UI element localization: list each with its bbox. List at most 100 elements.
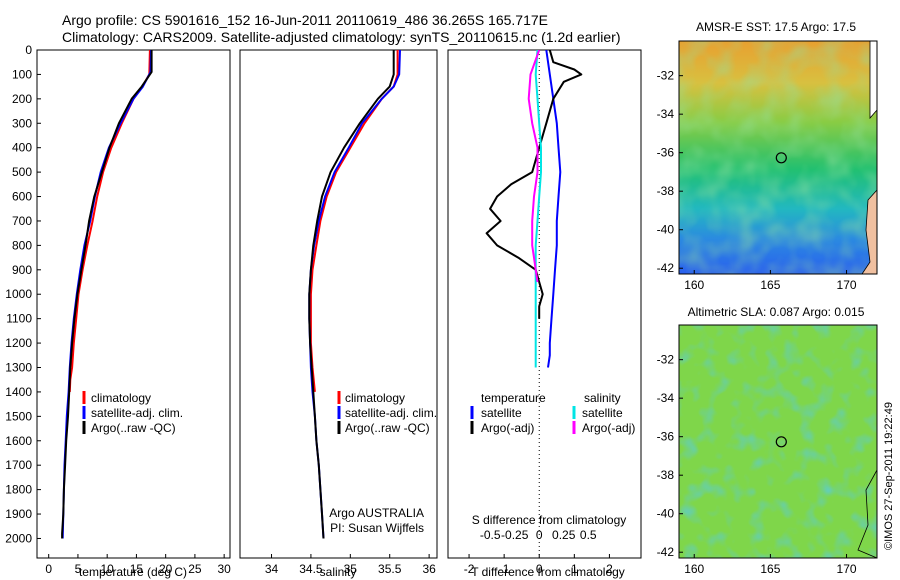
s-tick-label: 0.5 <box>580 528 597 542</box>
y-tick-label: 1100 <box>6 312 32 326</box>
temperature-tick-labels: 0 5 10 15 20 25 30 <box>45 554 231 576</box>
x-tick-label: 36 <box>422 562 436 576</box>
x-tick-label: -1 <box>499 562 510 576</box>
sst-map-frame <box>678 40 878 275</box>
legend-title-temperature: temperature <box>481 391 546 405</box>
y-tick-label: 600 <box>12 190 32 204</box>
map-y-tick-label: -32 <box>657 69 675 83</box>
map-x-tick-label: 160 <box>684 562 704 576</box>
y-tick-label: 1900 <box>5 507 32 521</box>
sla-map-frame <box>678 324 878 559</box>
legend-label-satellite: satellite-adj. clim. <box>91 406 183 420</box>
x-tick-label: 20 <box>159 562 173 576</box>
x-tick-label: -2 <box>464 562 475 576</box>
x-tick-label: 2 <box>606 562 613 576</box>
map-x-tick-label: 165 <box>760 562 780 576</box>
depth-tick-labels: 0 100 200 300 400 500 600 700 800 900 1000 1100 1200… <box>5 43 41 545</box>
legend-label-t-argo: Argo(-adj) <box>481 421 534 435</box>
legend-label-argo: Argo(..raw -QC) <box>345 421 430 435</box>
legend-title-salinity: salinity <box>584 391 621 405</box>
temperature-xlabel: temperature (deg C) <box>79 565 187 579</box>
s-tick-label: -0.25 <box>501 528 529 542</box>
sla-map-tick-labels: 160 165 170 -32 -34 -36 -38 -40 -42 <box>657 353 857 576</box>
y-tick-label: 800 <box>12 238 32 252</box>
y-tick-label: 1400 <box>5 385 32 399</box>
map-y-tick-label: -32 <box>657 353 675 367</box>
y-tick-label: 100 <box>12 67 32 81</box>
map-x-tick-label: 165 <box>760 278 780 292</box>
series-line-argo-raw-qc- <box>308 50 395 539</box>
map-y-tick-label: -36 <box>657 430 675 444</box>
map-y-tick-label: -40 <box>657 507 675 521</box>
y-tick-label: 1000 <box>5 287 32 301</box>
x-tick-label: 25 <box>188 562 202 576</box>
sla-map-title: Altimetric SLA: 0.087 Argo: 0.015 <box>688 305 865 319</box>
map-x-tick-label: 170 <box>837 562 857 576</box>
difference-axes-frame <box>447 49 642 559</box>
map-x-tick-label: 170 <box>837 278 857 292</box>
salinity-axes-frame <box>239 49 438 559</box>
argo-location-marker <box>775 436 787 448</box>
temperature-difference-xlabel: T difference from climatology <box>471 565 625 579</box>
sst-map-panel: AMSR-E SST: 17.5 Argo: 17.5 160 165 170 -32… <box>657 20 878 292</box>
y-tick-label: 900 <box>12 263 32 277</box>
x-tick-label: 35 <box>344 562 358 576</box>
imos-credit: ©IMOS 27-Sep-2011 19:22:49 <box>883 402 895 550</box>
x-tick-label: 5 <box>75 562 82 576</box>
series-line-argo-raw-qc- <box>61 50 153 539</box>
x-tick-label: 10 <box>101 562 115 576</box>
salinity-difference-tick-labels: -0.5 -0.25 0 0.25 0.5 <box>480 528 597 542</box>
temperature-axes-frame <box>36 49 231 559</box>
series-line-argo-adj- <box>485 50 583 319</box>
salinity-legend: climatology satellite-adj. clim. Argo(..… <box>337 391 437 435</box>
sst-map-tick-labels: 160 165 170 -32 -34 -36 -38 -40 -42 <box>657 69 857 292</box>
map-y-tick-label: -34 <box>657 107 675 121</box>
sst-map-title: AMSR-E SST: 17.5 Argo: 17.5 <box>696 20 856 34</box>
y-tick-label: 1500 <box>5 409 32 423</box>
legend-label-climatology: climatology <box>345 391 405 405</box>
y-tick-label: 0 <box>25 43 32 57</box>
legend-label-satellite: satellite-adj. clim. <box>345 406 437 420</box>
argo-info-line-2: PI: Susan Wijffels <box>330 521 424 535</box>
y-tick-label: 1700 <box>5 458 32 472</box>
series-line-argo-adj- <box>527 50 541 283</box>
y-tick-label: 1800 <box>5 483 32 497</box>
salinity-xlabel: salinity <box>320 565 357 579</box>
series-line-climatology <box>68 50 151 392</box>
temperature-panel: 0100200300400500600700800900100011001200… <box>5 43 231 579</box>
y-tick-label: 1600 <box>5 434 32 448</box>
map-x-tick-label: 160 <box>684 278 704 292</box>
legend-label-s-argo: Argo(-adj) <box>582 421 635 435</box>
map-y-tick-label: -36 <box>657 146 675 160</box>
x-tick-label: 0 <box>45 562 52 576</box>
salinity-tick-labels: 34 34.5 35 35.5 36 <box>265 554 436 576</box>
temperature-legend: climatology satellite-adj. clim. Argo(..… <box>82 391 183 435</box>
salinity-series <box>308 50 401 539</box>
x-tick-label: 15 <box>130 562 144 576</box>
x-tick-label: 34.5 <box>299 562 323 576</box>
series-line-climatology <box>309 50 399 392</box>
sla-field-texture <box>679 325 877 558</box>
difference-tick-labels: -2 -1 0 1 2 <box>464 554 613 576</box>
s-tick-label: 0.25 <box>552 528 576 542</box>
y-tick-label: 1200 <box>5 336 32 350</box>
y-tick-label: 1300 <box>5 361 32 375</box>
temperature-series <box>61 50 153 539</box>
header-line-2: Climatology: CARS2009. Satellite-adjuste… <box>62 29 620 45</box>
difference-series <box>485 50 583 368</box>
header-line-1: Argo profile: CS 5901616_152 16-Jun-2011… <box>62 12 548 28</box>
series-line-satellite <box>534 50 542 368</box>
sst-field-texture <box>679 41 877 274</box>
difference-legend: temperature satellite Argo(-adj) salinit… <box>470 391 635 435</box>
sla-map-panel: Altimetric SLA: 0.087 Argo: 0.015 160 165… <box>657 305 878 576</box>
y-tick-label: 200 <box>12 92 32 106</box>
x-tick-label: 34 <box>265 562 279 576</box>
series-line-satellite-adj-clim- <box>308 50 401 539</box>
x-tick-label: 0 <box>536 562 543 576</box>
y-tick-label: 300 <box>12 116 32 130</box>
legend-label-s-satellite: satellite <box>582 406 623 420</box>
salinity-panel: 34 34.5 35 35.5 36 salinity climatology sate… <box>239 49 438 579</box>
difference-panel: -2 -1 0 1 2 -0.5 -0.25 0 0.25 0.5 S difference f… <box>447 49 642 579</box>
y-tick-label: 400 <box>12 141 32 155</box>
